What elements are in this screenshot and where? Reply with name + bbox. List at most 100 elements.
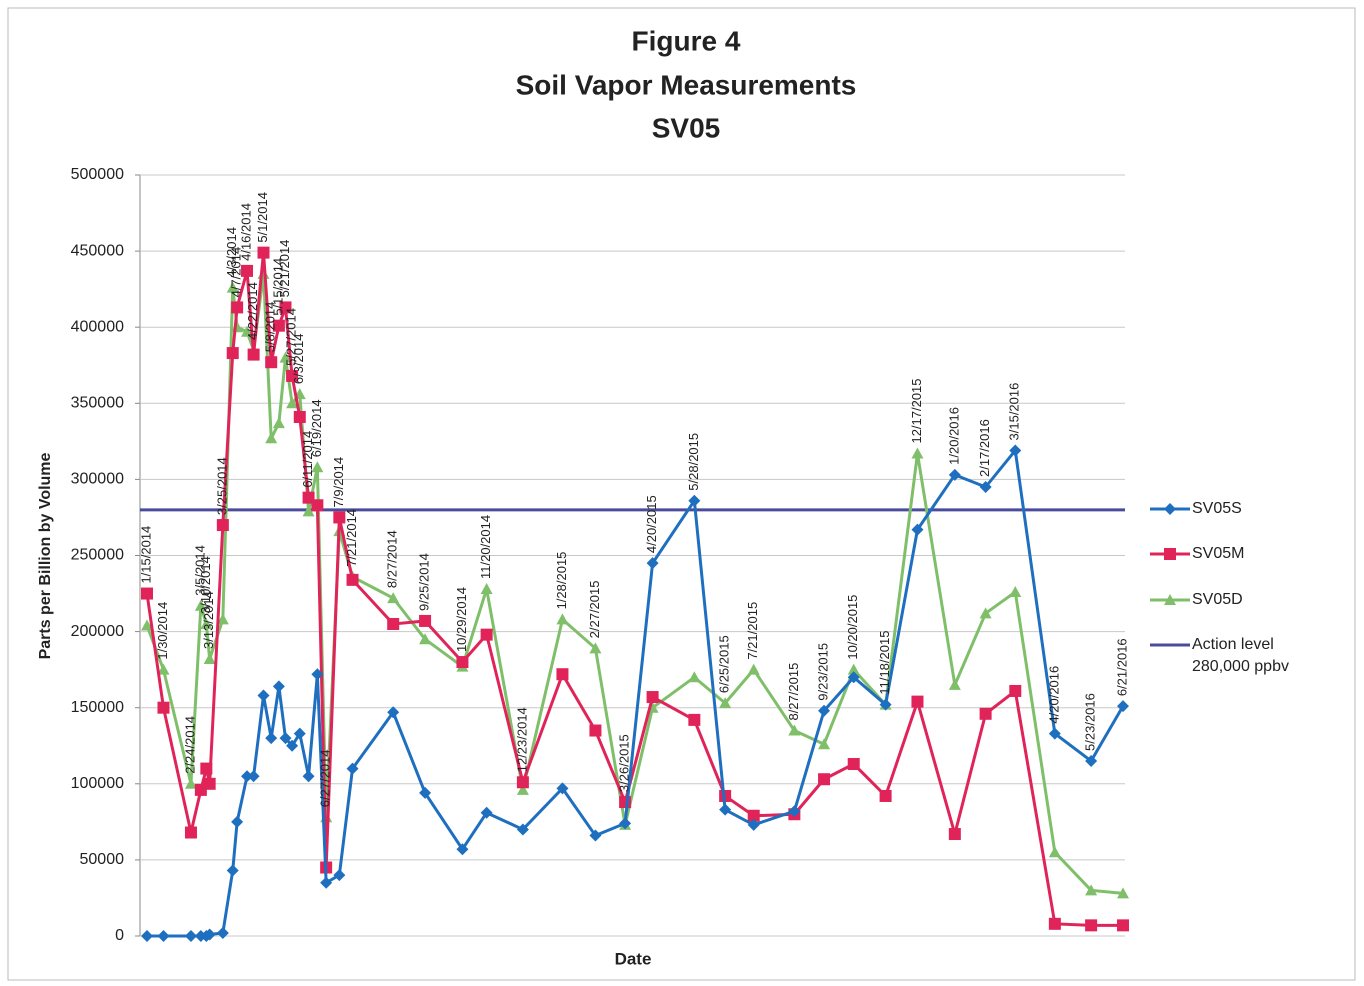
legend-label: Action level 280,000 ppbv [1192, 636, 1289, 675]
marker [265, 356, 278, 369]
data-label: 6/27/2014 [318, 749, 333, 807]
marker [456, 843, 469, 856]
data-label: 3/15/2016 [1007, 383, 1022, 441]
marker [1085, 754, 1098, 767]
y-tick-label: 350000 [71, 395, 124, 412]
marker [419, 633, 432, 645]
marker [216, 926, 229, 939]
marker [979, 481, 992, 494]
marker [419, 614, 432, 627]
data-label: 7/21/2015 [745, 602, 760, 660]
marker [272, 319, 285, 332]
frame [7, 7, 1356, 981]
marker [265, 432, 278, 444]
marker [184, 930, 197, 942]
marker [646, 557, 659, 570]
marker [879, 789, 892, 802]
marker [226, 347, 239, 360]
data-label: 8/27/2015 [786, 663, 801, 721]
data-label: 12/17/2015 [909, 378, 924, 443]
marker [257, 689, 270, 702]
marker [141, 619, 153, 631]
marker [279, 732, 292, 745]
marker [311, 668, 324, 681]
marker [302, 505, 315, 517]
data-label: 4/22/2014 [245, 282, 260, 340]
marker [719, 697, 732, 709]
data-label: 5/8/2014 [263, 302, 278, 353]
marker [141, 587, 153, 600]
data-label: 4/16/2014 [238, 203, 253, 261]
marker [1048, 917, 1061, 930]
marker [747, 809, 760, 822]
marker [279, 301, 292, 314]
marker [200, 762, 213, 775]
marker [979, 707, 992, 720]
marker [157, 663, 170, 675]
data-label: 1/28/2015 [554, 552, 569, 610]
data-label: 11/18/2015 [877, 631, 892, 695]
data-label: 5/15/2014 [270, 258, 285, 316]
marker [847, 663, 860, 675]
marker [311, 461, 324, 473]
chart-title: Soil Vapor Measurements [516, 69, 857, 100]
data-label: 3/13/2014 [201, 591, 216, 649]
data-label: 7/21/2014 [344, 509, 359, 567]
data-label: 5/1/2014 [255, 192, 270, 243]
marker [194, 599, 207, 611]
marker [387, 706, 400, 719]
marker [419, 786, 432, 799]
marker [948, 468, 961, 481]
marker [241, 264, 254, 277]
y-tick-label: 50000 [80, 851, 125, 868]
marker [1009, 444, 1022, 457]
series [141, 444, 1129, 942]
marker [911, 523, 924, 536]
marker [279, 351, 292, 363]
data-label: 4/20/2016 [1046, 666, 1061, 724]
marker [719, 803, 732, 816]
data-label: 7/9/2014 [331, 457, 346, 508]
y-tick-label: 150000 [71, 699, 124, 716]
y-tick-label: 250000 [71, 547, 124, 564]
data-label: 5/28/2015 [686, 433, 701, 491]
marker [480, 806, 493, 819]
marker [619, 817, 632, 830]
marker [226, 281, 239, 293]
marker [293, 410, 306, 423]
marker [516, 776, 529, 789]
y-tick-label: 0 [115, 927, 124, 944]
marker [1164, 503, 1176, 515]
marker [1048, 727, 1061, 740]
data-label: 1/15/2014 [138, 526, 153, 584]
legend-label: SV05D [1192, 591, 1243, 608]
marker [979, 607, 992, 619]
marker [387, 592, 400, 604]
marker [346, 573, 359, 586]
data-label: 3/26/2015 [617, 734, 632, 792]
marker [879, 698, 892, 711]
marker [231, 301, 244, 314]
x-axis-label: Date [615, 949, 652, 968]
legend-label: SV05M [1192, 545, 1245, 562]
marker [293, 727, 306, 740]
marker [847, 758, 860, 771]
data-label: 2/17/2016 [977, 419, 992, 477]
marker [688, 713, 701, 726]
data-label: 5/21/2014 [277, 240, 292, 298]
marker [688, 671, 701, 683]
marker [556, 782, 569, 795]
marker [747, 663, 760, 675]
marker [226, 864, 239, 877]
marker [241, 770, 254, 783]
series [141, 246, 1129, 932]
data-label: 4/20/2015 [644, 495, 659, 553]
marker [1164, 548, 1176, 560]
marker [556, 613, 569, 625]
data-label: 6/19/2014 [309, 399, 324, 457]
marker [157, 930, 170, 942]
y-tick-label: 200000 [71, 623, 124, 640]
data-label: 6/3/2014 [291, 334, 306, 385]
marker [203, 652, 216, 664]
